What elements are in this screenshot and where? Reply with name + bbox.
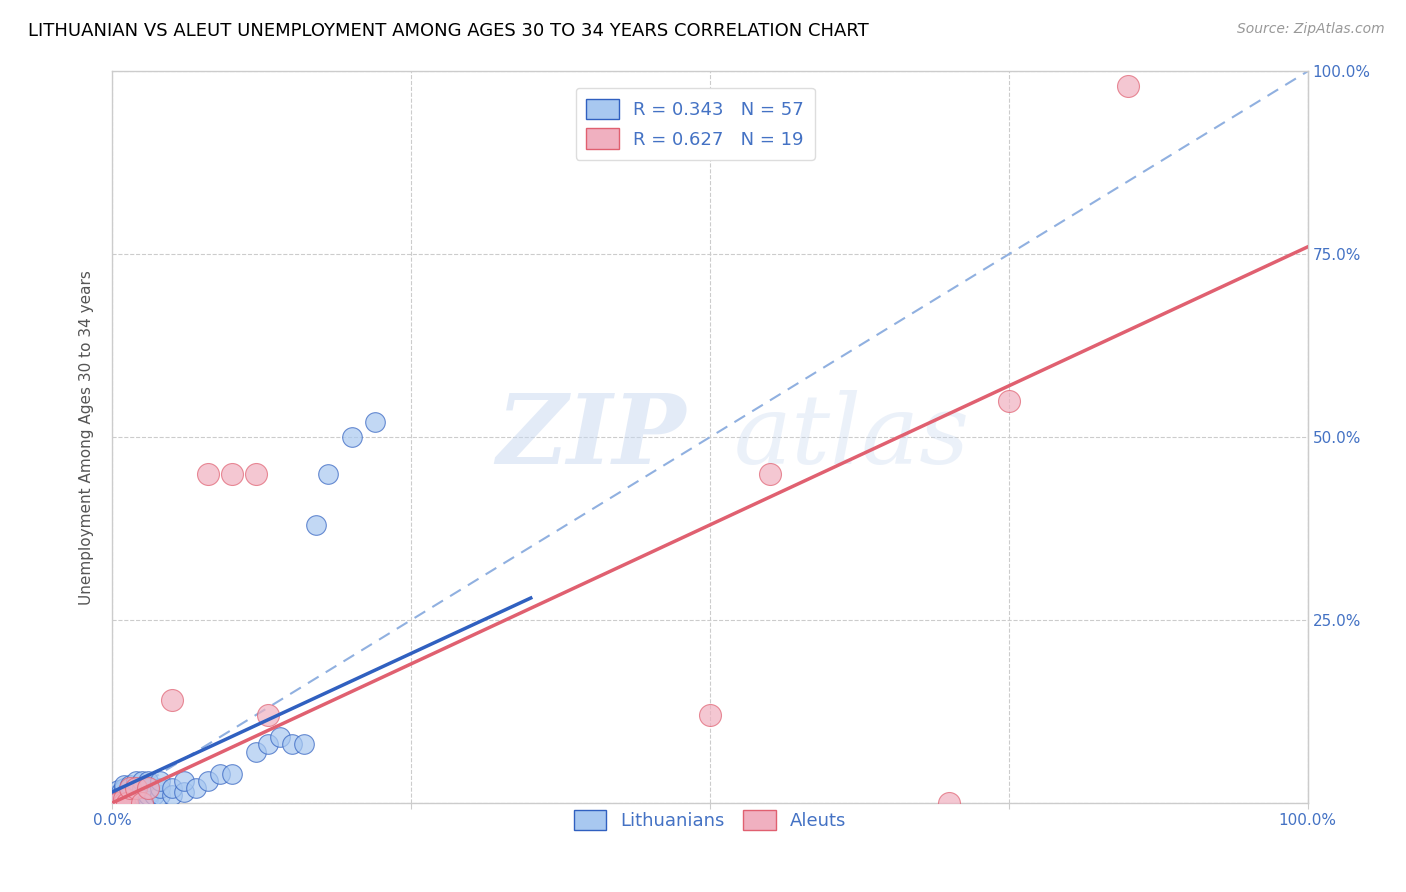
- Text: ZIP: ZIP: [496, 390, 686, 484]
- Point: [138, 773, 160, 788]
- Point: [115, 796, 138, 810]
- Point: [699, 708, 721, 723]
- Point: [149, 789, 172, 803]
- Point: [107, 796, 129, 810]
- Point: [120, 778, 142, 792]
- Point: [107, 782, 129, 797]
- Point: [149, 781, 172, 796]
- Point: [221, 766, 243, 780]
- Point: [114, 792, 135, 806]
- Point: [245, 745, 267, 759]
- Point: [364, 416, 387, 430]
- Point: [125, 789, 148, 803]
- Point: [257, 708, 280, 723]
- Point: [107, 792, 129, 806]
- Point: [1118, 78, 1140, 93]
- Point: [173, 773, 195, 788]
- Point: [125, 781, 148, 796]
- Point: [197, 467, 219, 481]
- Point: [316, 467, 339, 481]
- Point: [305, 517, 328, 532]
- Point: [162, 789, 183, 803]
- Point: [107, 796, 129, 810]
- Point: [101, 796, 124, 810]
- Point: [120, 781, 142, 796]
- Point: [110, 792, 132, 806]
- Point: [125, 773, 148, 788]
- Point: [114, 789, 135, 803]
- Legend: Lithuanians, Aleuts: Lithuanians, Aleuts: [567, 803, 853, 838]
- Point: [120, 789, 142, 803]
- Point: [257, 737, 280, 751]
- Point: [143, 789, 166, 803]
- Point: [115, 796, 138, 810]
- Point: [125, 792, 148, 806]
- Point: [162, 781, 183, 796]
- Point: [759, 467, 782, 481]
- Point: [138, 781, 160, 796]
- Point: [114, 792, 135, 806]
- Point: [114, 781, 135, 796]
- Point: [245, 467, 267, 481]
- Point: [131, 796, 153, 810]
- Point: [114, 796, 135, 810]
- Point: [197, 773, 219, 788]
- Point: [107, 787, 129, 801]
- Point: [110, 796, 132, 810]
- Point: [115, 785, 138, 799]
- Point: [292, 737, 315, 751]
- Point: [107, 789, 129, 804]
- Point: [162, 693, 183, 707]
- Point: [125, 785, 148, 799]
- Point: [269, 730, 291, 744]
- Y-axis label: Unemployment Among Ages 30 to 34 years: Unemployment Among Ages 30 to 34 years: [79, 269, 94, 605]
- Point: [221, 467, 243, 481]
- Point: [173, 785, 195, 799]
- Point: [120, 781, 142, 796]
- Point: [114, 778, 135, 792]
- Point: [114, 796, 135, 810]
- Point: [110, 785, 132, 799]
- Point: [120, 796, 142, 810]
- Point: [138, 781, 160, 796]
- Point: [209, 766, 232, 780]
- Point: [131, 773, 153, 788]
- Point: [340, 430, 363, 444]
- Point: [131, 789, 153, 803]
- Point: [110, 789, 132, 803]
- Point: [125, 781, 148, 796]
- Point: [998, 393, 1021, 408]
- Point: [938, 796, 960, 810]
- Point: [281, 737, 304, 751]
- Text: Source: ZipAtlas.com: Source: ZipAtlas.com: [1237, 22, 1385, 37]
- Point: [186, 781, 208, 796]
- Point: [120, 792, 142, 806]
- Point: [149, 773, 172, 788]
- Point: [115, 789, 138, 804]
- Point: [131, 781, 153, 796]
- Point: [125, 796, 148, 810]
- Point: [138, 789, 160, 803]
- Text: LITHUANIAN VS ALEUT UNEMPLOYMENT AMONG AGES 30 TO 34 YEARS CORRELATION CHART: LITHUANIAN VS ALEUT UNEMPLOYMENT AMONG A…: [28, 22, 869, 40]
- Text: atlas: atlas: [734, 390, 970, 484]
- Point: [138, 792, 160, 806]
- Point: [131, 796, 153, 810]
